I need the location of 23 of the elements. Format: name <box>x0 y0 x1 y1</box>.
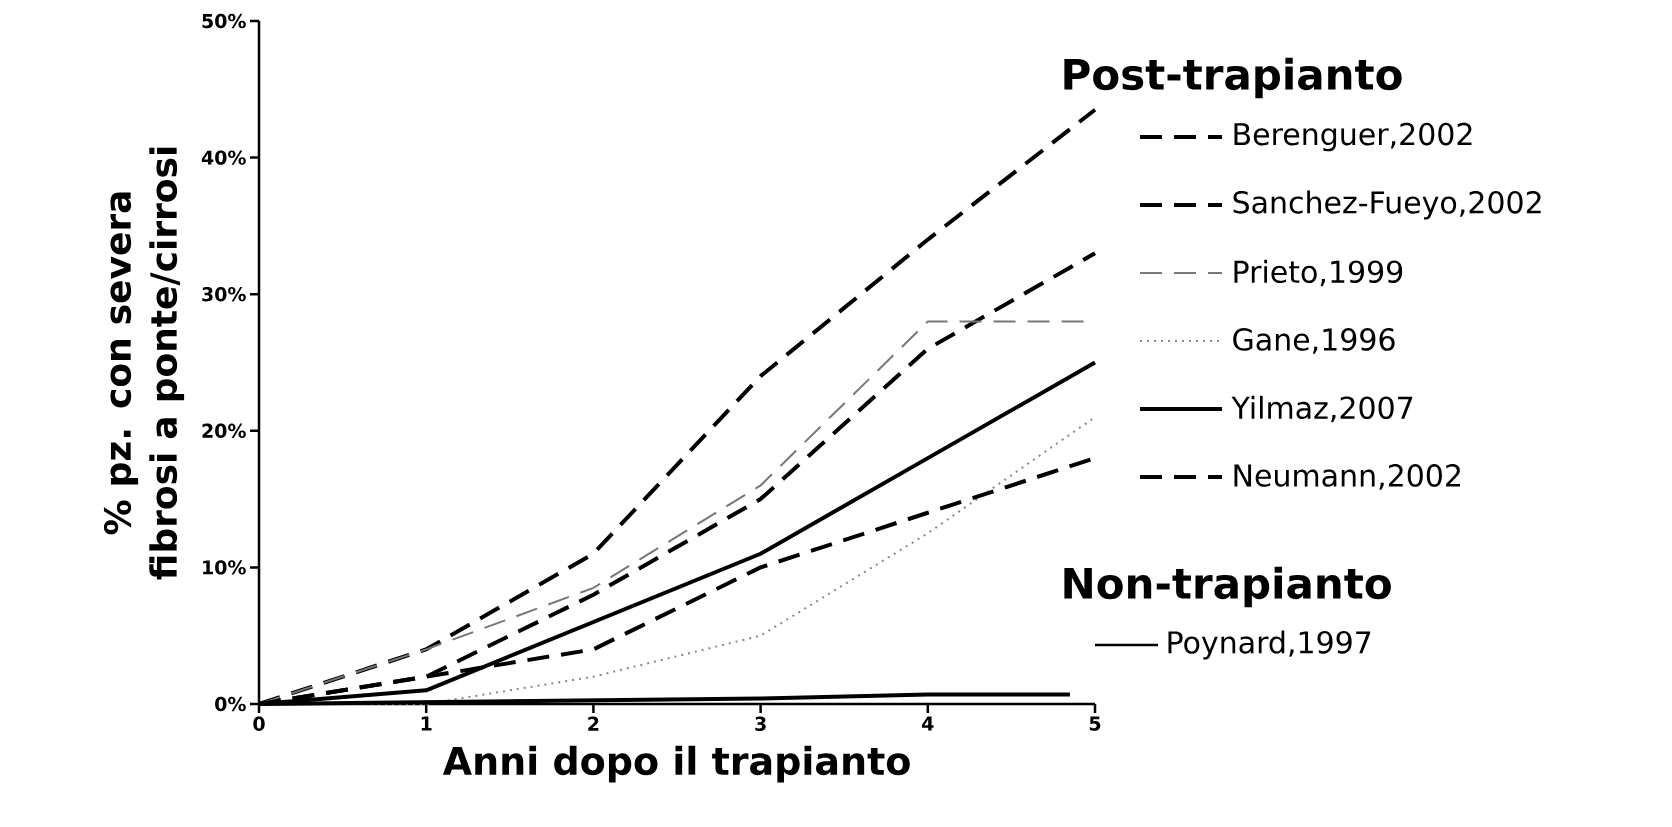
legend-label: Poynard,1997 <box>1168 630 1371 660</box>
legend-title: Post-trapianto <box>1064 57 1402 99</box>
y-tick-label: 40% <box>201 150 246 165</box>
x-tick-label: 5 <box>1089 716 1101 731</box>
y-tick-label: 30% <box>202 287 246 302</box>
legend-label: Berenguer,2002 <box>1234 122 1472 152</box>
y-tick-label: 0% <box>215 696 246 712</box>
y-tick-label: 20% <box>202 423 246 438</box>
y-axis-title: % pz. con severa fibrosi a ponte/cirrosi <box>103 147 185 580</box>
annotation: Non-trapianto <box>1064 566 1391 608</box>
x-tick-label: 1 <box>421 716 432 731</box>
x-axis-title: Anni dopo il trapianto <box>442 745 910 783</box>
x-tick-label: 2 <box>588 716 599 731</box>
legend-label: Prieto,1999 <box>1234 259 1403 287</box>
x-tick-label: 4 <box>922 716 934 731</box>
legend-label: Neumann,2002 <box>1234 464 1460 490</box>
x-tick-label: 3 <box>755 716 766 731</box>
legend-label: Gane,1996 <box>1233 328 1395 354</box>
x-tick-label: 0 <box>253 716 265 731</box>
y-tick-label: 50% <box>202 13 246 29</box>
y-tick-label: 10% <box>203 560 246 575</box>
legend-label: Sanchez-Fueyo,2002 <box>1233 190 1541 220</box>
legend-label: Yilmaz,2007 <box>1231 395 1413 423</box>
